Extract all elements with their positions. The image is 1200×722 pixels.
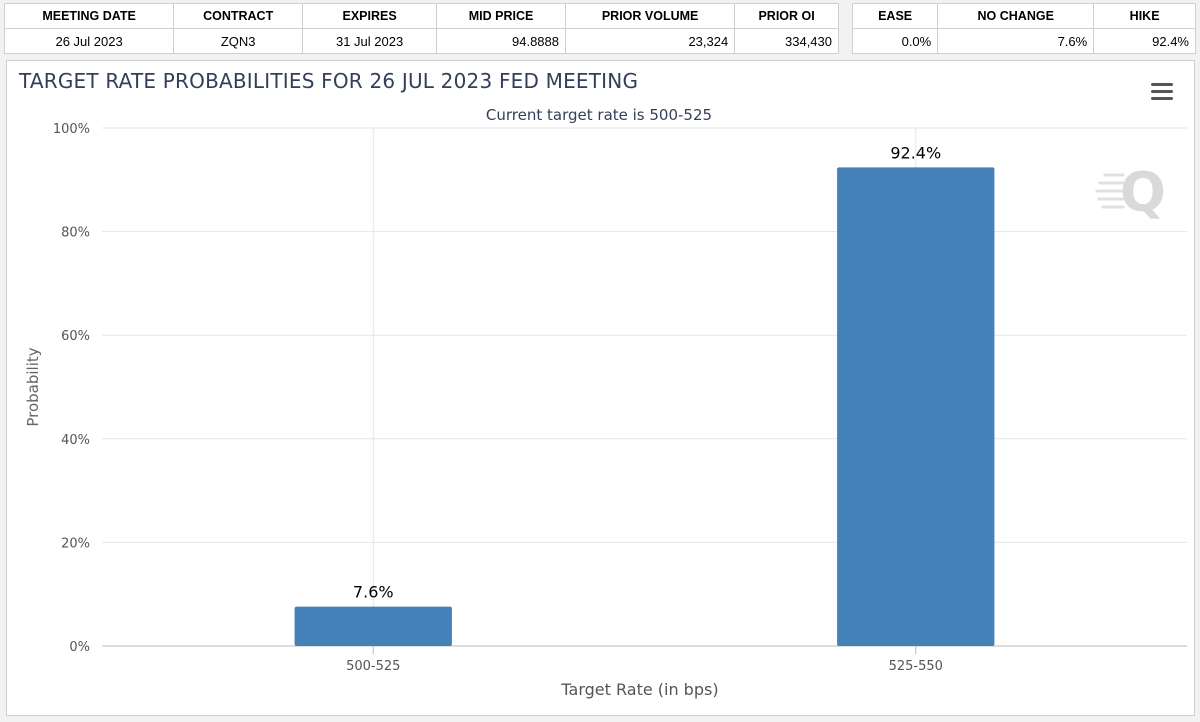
no-change-value: 7.6% [937,28,1095,54]
meeting-date-value: 26 Jul 2023 [3,28,175,54]
probability-row: 0.0% 7.6% 92.4% [851,28,1196,54]
meeting-info-table: MEETING DATE CONTRACT EXPIRES MID PRICE … [3,3,839,54]
contract-value: ZQN3 [173,28,304,54]
chart-subtitle: Current target rate is 500-525 [486,106,712,124]
header-expires: EXPIRES [302,3,438,29]
header-ease: EASE [851,3,939,29]
y-tick-label: 0% [69,640,90,655]
mid-price-value: 94.8888 [436,28,566,54]
prior-oi-value: 334,430 [734,28,839,54]
bar [294,606,452,646]
y-tick-label: 100% [53,122,90,137]
menu-line [1151,97,1173,100]
y-axis-title: Probability [24,347,42,426]
expires-value: 31 Jul 2023 [302,28,438,54]
y-tick-label: 20% [61,536,90,551]
x-axis-title: Target Rate (in bps) [560,680,718,699]
bar-data-label: 7.6% [353,583,394,602]
menu-line [1151,90,1173,93]
header-prior-volume: PRIOR VOLUME [564,3,736,29]
prior-volume-value: 23,324 [564,28,736,54]
ease-value: 0.0% [851,28,939,54]
header-meeting-date: MEETING DATE [3,3,175,29]
meeting-info-header-row: MEETING DATE CONTRACT EXPIRES MID PRICE … [3,3,839,29]
bar-chart: Current target rate is 500-525 Q 0% 20% 40… [24,106,1187,699]
header-mid-price: MID PRICE [436,3,566,29]
hamburger-menu-icon[interactable] [1151,83,1173,101]
quikstrike-watermark-icon: Q [1095,161,1166,224]
header-hike: HIKE [1093,3,1196,29]
menu-line [1151,83,1173,86]
watermark-letter: Q [1120,161,1166,224]
probability-summary-table: EASE NO CHANGE HIKE 0.0% 7.6% 92.4% [851,3,1196,54]
meeting-info-row: 26 Jul 2023 ZQN3 31 Jul 2023 94.8888 23,… [3,28,839,54]
x-tick-label: 500-525 [346,659,400,674]
y-tick-label: 40% [61,433,90,448]
header-prior-oi: PRIOR OI [734,3,839,29]
chart-panel: TARGET RATE PROBABILITIES FOR 26 JUL 202… [6,60,1195,716]
y-tick-label: 80% [61,226,90,241]
header-contract: CONTRACT [173,3,304,29]
hike-value: 92.4% [1093,28,1196,54]
y-tick-label: 60% [61,329,90,344]
x-tick-label: 525-550 [889,659,943,674]
chart-title: TARGET RATE PROBABILITIES FOR 26 JUL 202… [19,69,639,93]
probability-header-row: EASE NO CHANGE HIKE [851,3,1196,29]
header-no-change: NO CHANGE [937,3,1095,29]
bar-data-label: 92.4% [890,143,941,162]
bar [837,167,995,647]
